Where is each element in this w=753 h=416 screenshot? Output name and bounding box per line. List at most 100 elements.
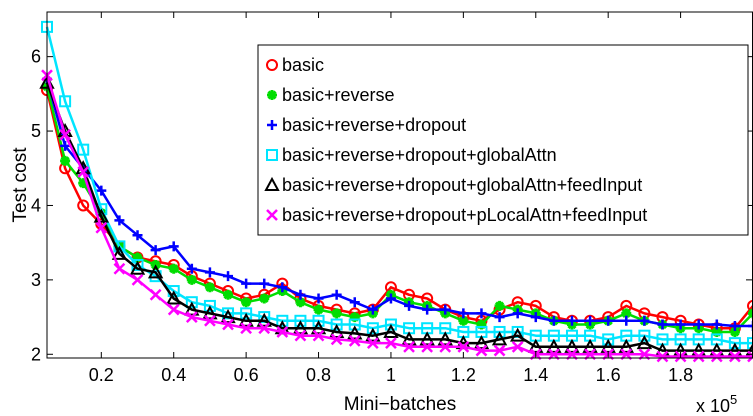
data-point-5-16 bbox=[310, 320, 327, 335]
data-point-6-37 bbox=[692, 350, 705, 363]
data-point-6-38 bbox=[710, 350, 723, 363]
data-point-5-10 bbox=[202, 305, 218, 320]
data-point-6-13 bbox=[258, 322, 271, 335]
x-tick-label-1: 0.2 bbox=[89, 365, 114, 385]
data-point-3-2 bbox=[60, 140, 71, 151]
data-point-2-2 bbox=[60, 155, 71, 166]
data-point-6-26 bbox=[493, 344, 506, 357]
data-point-4-10 bbox=[203, 299, 216, 312]
data-point-6-24 bbox=[457, 340, 470, 353]
data-point-3-26 bbox=[494, 312, 505, 323]
data-point-6-27 bbox=[511, 340, 524, 353]
x-multiplier-exponent: 5 bbox=[730, 392, 737, 407]
y-tick-label-1: 2 bbox=[31, 344, 41, 364]
data-point-3-21 bbox=[404, 300, 415, 311]
legend-marker-1 bbox=[266, 59, 278, 71]
data-point-3-16 bbox=[313, 293, 324, 304]
legend-entry-5: basic+reverse+dropout+globalAttn+feedInp… bbox=[264, 175, 642, 195]
legend-label-5: basic+reverse+dropout+globalAttn+feedInp… bbox=[282, 175, 642, 195]
data-point-5-22 bbox=[419, 331, 435, 346]
data-point-3-29 bbox=[548, 315, 559, 326]
data-point-3-38 bbox=[711, 319, 722, 330]
data-point-6-4 bbox=[95, 221, 108, 234]
x-tick-label-7: 1.4 bbox=[523, 365, 548, 385]
data-point-5-15 bbox=[292, 320, 309, 335]
data-point-4-20 bbox=[384, 318, 397, 331]
data-point-6-19 bbox=[366, 337, 379, 350]
data-point-3-36 bbox=[675, 319, 686, 330]
data-point-3-18 bbox=[349, 297, 360, 308]
legend-box bbox=[257, 44, 749, 236]
x-tick-label-6: 1.2 bbox=[451, 365, 476, 385]
data-point-5-6 bbox=[129, 260, 146, 275]
data-point-6-16 bbox=[312, 329, 325, 342]
data-point-6-21 bbox=[403, 340, 415, 353]
series-line-1 bbox=[45, 89, 753, 330]
data-point-6-9 bbox=[185, 311, 198, 323]
data-point-3-28 bbox=[530, 312, 541, 323]
data-point-2-26 bbox=[494, 300, 505, 311]
x-tick-label-4: 0.8 bbox=[306, 365, 331, 385]
legend-marker-4 bbox=[266, 149, 278, 161]
data-point-5-5 bbox=[111, 245, 128, 260]
data-point-2-25 bbox=[476, 319, 487, 330]
series-layer bbox=[39, 20, 753, 363]
data-point-5-30 bbox=[564, 338, 580, 353]
x-tick-label-2: 0.4 bbox=[161, 365, 186, 385]
data-point-3-15 bbox=[295, 289, 306, 300]
data-point-3-13 bbox=[259, 278, 270, 289]
data-point-5-32 bbox=[600, 338, 616, 353]
data-point-3-17 bbox=[331, 289, 342, 300]
data-point-3-19 bbox=[367, 304, 378, 315]
data-point-4-16 bbox=[312, 314, 325, 327]
data-point-3-9 bbox=[186, 263, 197, 274]
x-tick-label-5: 1 bbox=[386, 365, 396, 385]
data-point-3-24 bbox=[458, 308, 469, 319]
x-tick-label-9: 1.8 bbox=[668, 365, 693, 385]
data-point-3-5 bbox=[114, 215, 125, 226]
data-point-4-32 bbox=[602, 333, 615, 346]
data-point-2-17 bbox=[331, 308, 342, 319]
series-line-5 bbox=[45, 82, 753, 352]
y-tick-label-2: 3 bbox=[31, 270, 41, 290]
data-point-4-12 bbox=[240, 307, 253, 320]
data-point-5-13 bbox=[256, 312, 272, 327]
ticks-layer: 0.2 0.4 0.6 0.8 1 1.2 1.4 1.6 1.8 2 3 4 5 6 bbox=[31, 12, 752, 385]
data-point-2-24 bbox=[458, 315, 469, 326]
data-point-5-7 bbox=[147, 264, 164, 279]
data-point-3-14 bbox=[277, 282, 288, 293]
data-point-1-40 bbox=[747, 299, 753, 312]
data-point-5-28 bbox=[528, 338, 544, 353]
data-point-6-11 bbox=[222, 318, 234, 331]
data-point-2-6 bbox=[132, 252, 143, 263]
data-point-2-3 bbox=[78, 178, 89, 189]
data-point-6-5 bbox=[113, 262, 126, 275]
data-point-5-12 bbox=[238, 312, 254, 327]
data-point-5-18 bbox=[347, 325, 363, 340]
data-point-2-15 bbox=[295, 297, 306, 308]
data-point-6-40 bbox=[747, 350, 753, 363]
data-point-6-7 bbox=[149, 288, 162, 301]
data-point-2-8 bbox=[168, 263, 179, 274]
data-point-4-15 bbox=[294, 314, 307, 327]
y-axis-label: Test cost bbox=[10, 147, 31, 223]
series-3 bbox=[42, 73, 753, 332]
legend-entry-1: basic bbox=[266, 55, 324, 75]
data-point-5-27 bbox=[509, 327, 526, 342]
data-point-3-20 bbox=[385, 293, 396, 304]
data-point-4-39 bbox=[728, 337, 741, 350]
data-point-3-23 bbox=[440, 304, 451, 315]
data-point-4-34 bbox=[638, 329, 651, 342]
data-point-2-16 bbox=[313, 304, 324, 315]
data-point-3-12 bbox=[241, 278, 252, 289]
data-point-5-9 bbox=[184, 301, 200, 316]
data-point-6-35 bbox=[656, 350, 669, 363]
data-point-5-40 bbox=[745, 342, 753, 357]
y-tick-label-4: 5 bbox=[31, 121, 41, 141]
data-point-6-3 bbox=[77, 166, 90, 178]
data-point-4-17 bbox=[330, 318, 343, 331]
data-point-3-39 bbox=[729, 321, 740, 332]
legend-marker-6 bbox=[266, 209, 278, 221]
series-line-2 bbox=[45, 86, 753, 334]
data-point-5-23 bbox=[437, 331, 453, 346]
